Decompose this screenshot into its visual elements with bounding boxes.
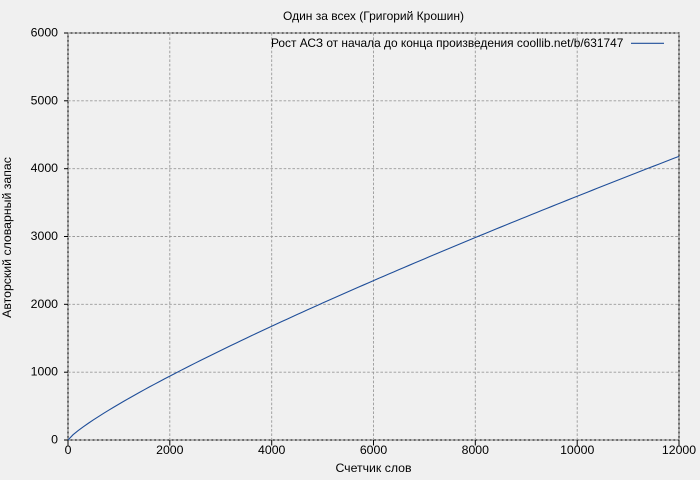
svg-text:0: 0 [51,433,58,447]
svg-text:4000: 4000 [31,161,59,175]
svg-text:10000: 10000 [560,443,594,457]
svg-text:2000: 2000 [156,443,184,457]
svg-text:3000: 3000 [31,229,59,243]
svg-text:5000: 5000 [31,93,59,107]
svg-text:0: 0 [65,443,72,457]
svg-text:8000: 8000 [462,443,490,457]
svg-text:1000: 1000 [31,365,59,379]
svg-text:Один за всех (Григорий Крошин): Один за всех (Григорий Крошин) [283,9,464,23]
svg-text:12000: 12000 [662,443,696,457]
svg-text:Счетчик слов: Счетчик слов [335,461,411,475]
svg-text:6000: 6000 [360,443,388,457]
svg-text:Авторский словарный запас: Авторский словарный запас [0,157,14,318]
svg-text:4000: 4000 [258,443,286,457]
svg-text:2000: 2000 [31,297,59,311]
svg-text:6000: 6000 [31,26,59,40]
svg-text:Рост АСЗ от начала до конца пр: Рост АСЗ от начала до конца произведения… [271,36,624,50]
